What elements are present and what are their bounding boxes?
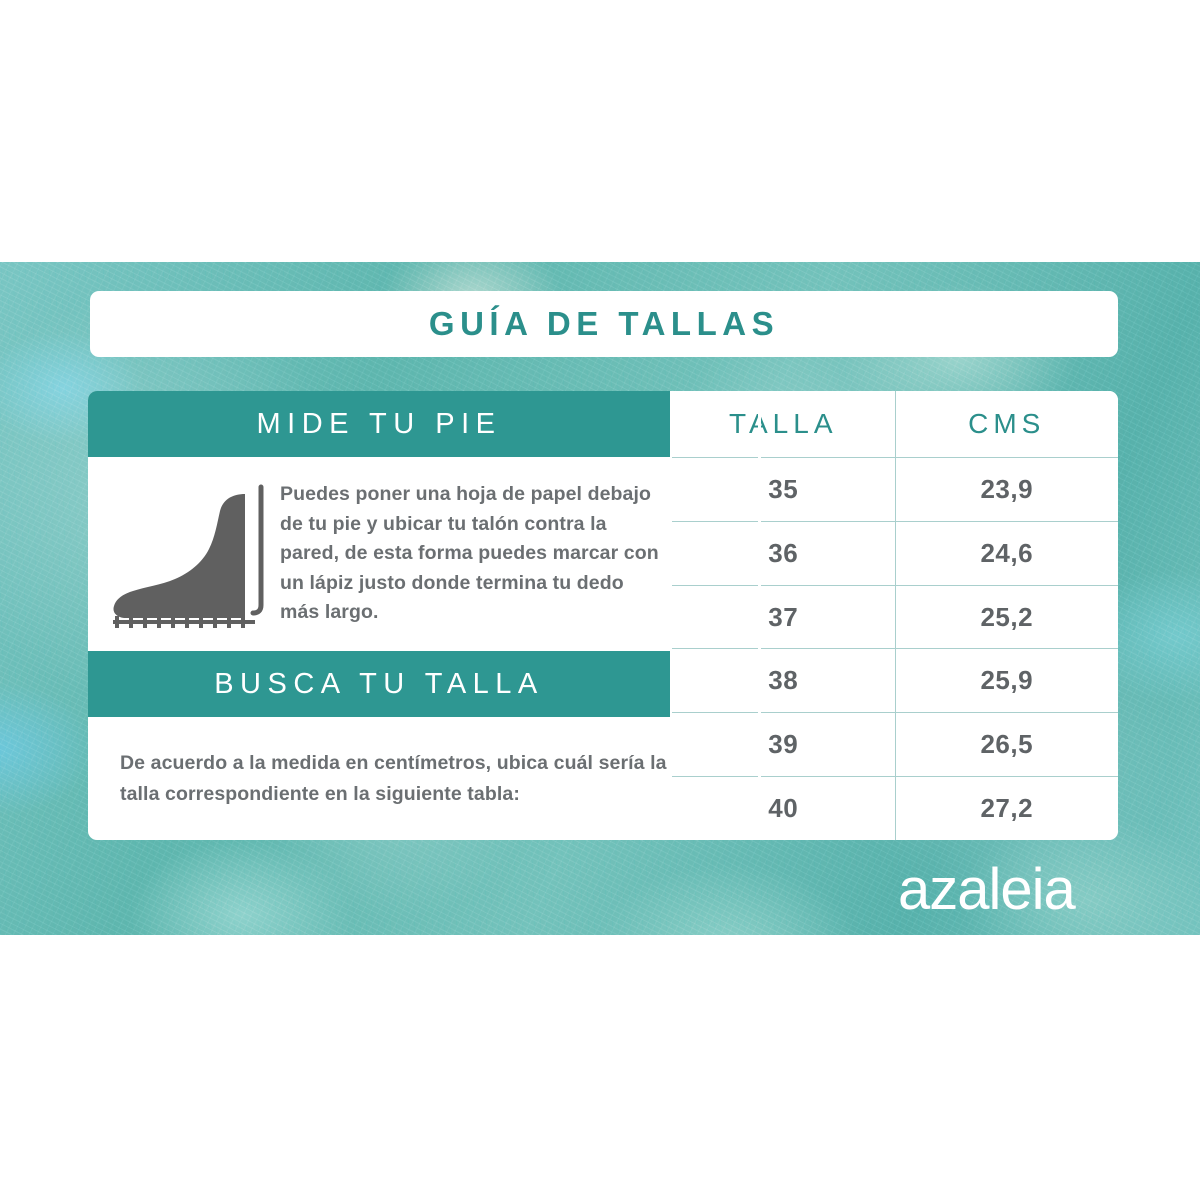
- cell-talla: 40: [768, 793, 799, 824]
- cell-talla: 37: [768, 601, 799, 632]
- table-row: 26,5: [895, 712, 1118, 777]
- cell-talla: 38: [768, 665, 799, 696]
- measure-instruction-text: Puedes poner una hoja de papel debajo de…: [280, 482, 659, 624]
- cell-cms: 25,9: [980, 665, 1034, 696]
- size-table-header-talla-label: TALLA: [728, 408, 838, 439]
- section-header-measure: MIDE TU PIE: [88, 391, 670, 457]
- brand-logo-text: azaleia: [898, 857, 1077, 922]
- size-guide-card: MIDE TU PIE: [88, 391, 1118, 840]
- size-table-column-talla: TALLA 35 36 37 38 39 40: [670, 391, 895, 840]
- cell-talla: 39: [768, 729, 799, 760]
- brand-logo: azaleia: [898, 857, 1128, 927]
- find-instruction-row: De acuerdo a la medida en centímetros, u…: [88, 717, 670, 840]
- table-row: 27,2: [895, 776, 1118, 840]
- cell-cms: 23,9: [980, 473, 1034, 504]
- cell-cms: 26,5: [980, 729, 1034, 760]
- table-row: 23,9: [895, 457, 1118, 521]
- title-banner: GUÍA DE TALLAS: [90, 291, 1118, 357]
- table-row: 25,9: [895, 648, 1118, 713]
- instructions-panel: MIDE TU PIE: [88, 391, 670, 840]
- panel-separator: [758, 391, 761, 840]
- table-row: 37: [672, 584, 895, 649]
- find-instruction-text: De acuerdo a la medida en centímetros, u…: [120, 752, 667, 805]
- cell-cms: 27,2: [980, 793, 1034, 824]
- section-header-find-label: BUSCA TU TALLA: [214, 667, 544, 700]
- table-row: 38: [672, 648, 895, 713]
- cell-talla: 36: [768, 537, 799, 568]
- size-table-header-cms: CMS: [895, 391, 1118, 457]
- foot-measure-icon: [102, 474, 280, 634]
- cell-talla: 35: [768, 473, 799, 504]
- cell-cms: 25,2: [980, 601, 1034, 632]
- size-table-header-talla: TALLA: [672, 391, 895, 457]
- table-row: 25,2: [895, 584, 1118, 649]
- table-row: 40: [672, 776, 895, 840]
- page-title: GUÍA DE TALLAS: [428, 305, 780, 342]
- section-header-measure-label: MIDE TU PIE: [256, 407, 502, 440]
- section-header-find: BUSCA TU TALLA: [88, 651, 670, 717]
- size-table-header-cms-label: CMS: [968, 408, 1046, 439]
- size-table: TALLA 35 36 37 38 39 40: [670, 391, 1118, 840]
- table-row: 35: [672, 457, 895, 521]
- table-row: 39: [672, 712, 895, 777]
- size-table-column-cms: CMS 23,9 24,6 25,2 25,9 26,5 27,: [894, 391, 1118, 840]
- table-row: 36: [672, 520, 895, 585]
- table-row: 24,6: [895, 520, 1118, 585]
- cell-cms: 24,6: [980, 537, 1034, 568]
- measure-instruction-row: Puedes poner una hoja de papel debajo de…: [88, 457, 670, 651]
